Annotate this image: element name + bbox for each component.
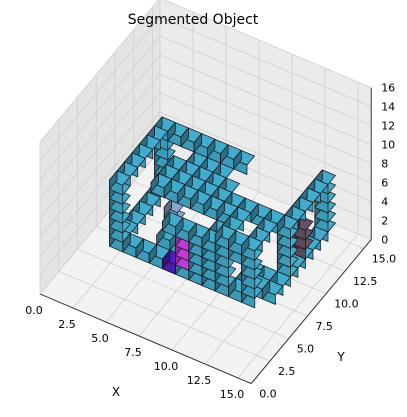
x-tick-label: 2.5 xyxy=(58,318,76,331)
z-tick-label: 12 xyxy=(381,120,395,133)
y-tick-label: 5.0 xyxy=(297,343,315,356)
x-tick-label: 15.0 xyxy=(220,388,245,401)
z-tick-label: 4 xyxy=(381,196,388,209)
z-tick-label: 10 xyxy=(381,139,395,152)
z-tick-label: 2 xyxy=(381,215,388,228)
y-tick-label: 0.0 xyxy=(259,388,277,401)
chart-title: Segmented Object xyxy=(128,12,259,28)
x-tick-label: 10.0 xyxy=(154,360,179,373)
y-tick-label: 15.0 xyxy=(372,253,397,266)
x-tick-label: 12.5 xyxy=(187,374,212,387)
x-tick-label: 7.5 xyxy=(124,346,142,359)
z-tick-label: 0 xyxy=(381,234,388,247)
x-tick-label: 0.0 xyxy=(25,304,43,317)
y-axis-label: Y xyxy=(336,350,345,364)
z-tick-label: 16 xyxy=(381,82,395,95)
y-tick-label: 10.0 xyxy=(334,298,359,311)
y-tick-label: 7.5 xyxy=(315,320,333,333)
x-tick-label: 5.0 xyxy=(91,332,109,345)
z-tick-label: 8 xyxy=(381,158,388,171)
z-tick-label: 14 xyxy=(381,101,395,114)
y-tick-label: 2.5 xyxy=(278,365,296,378)
z-tick-label: 6 xyxy=(381,177,388,190)
y-tick-label: 12.5 xyxy=(353,275,378,288)
x-axis-label: X xyxy=(112,385,120,399)
